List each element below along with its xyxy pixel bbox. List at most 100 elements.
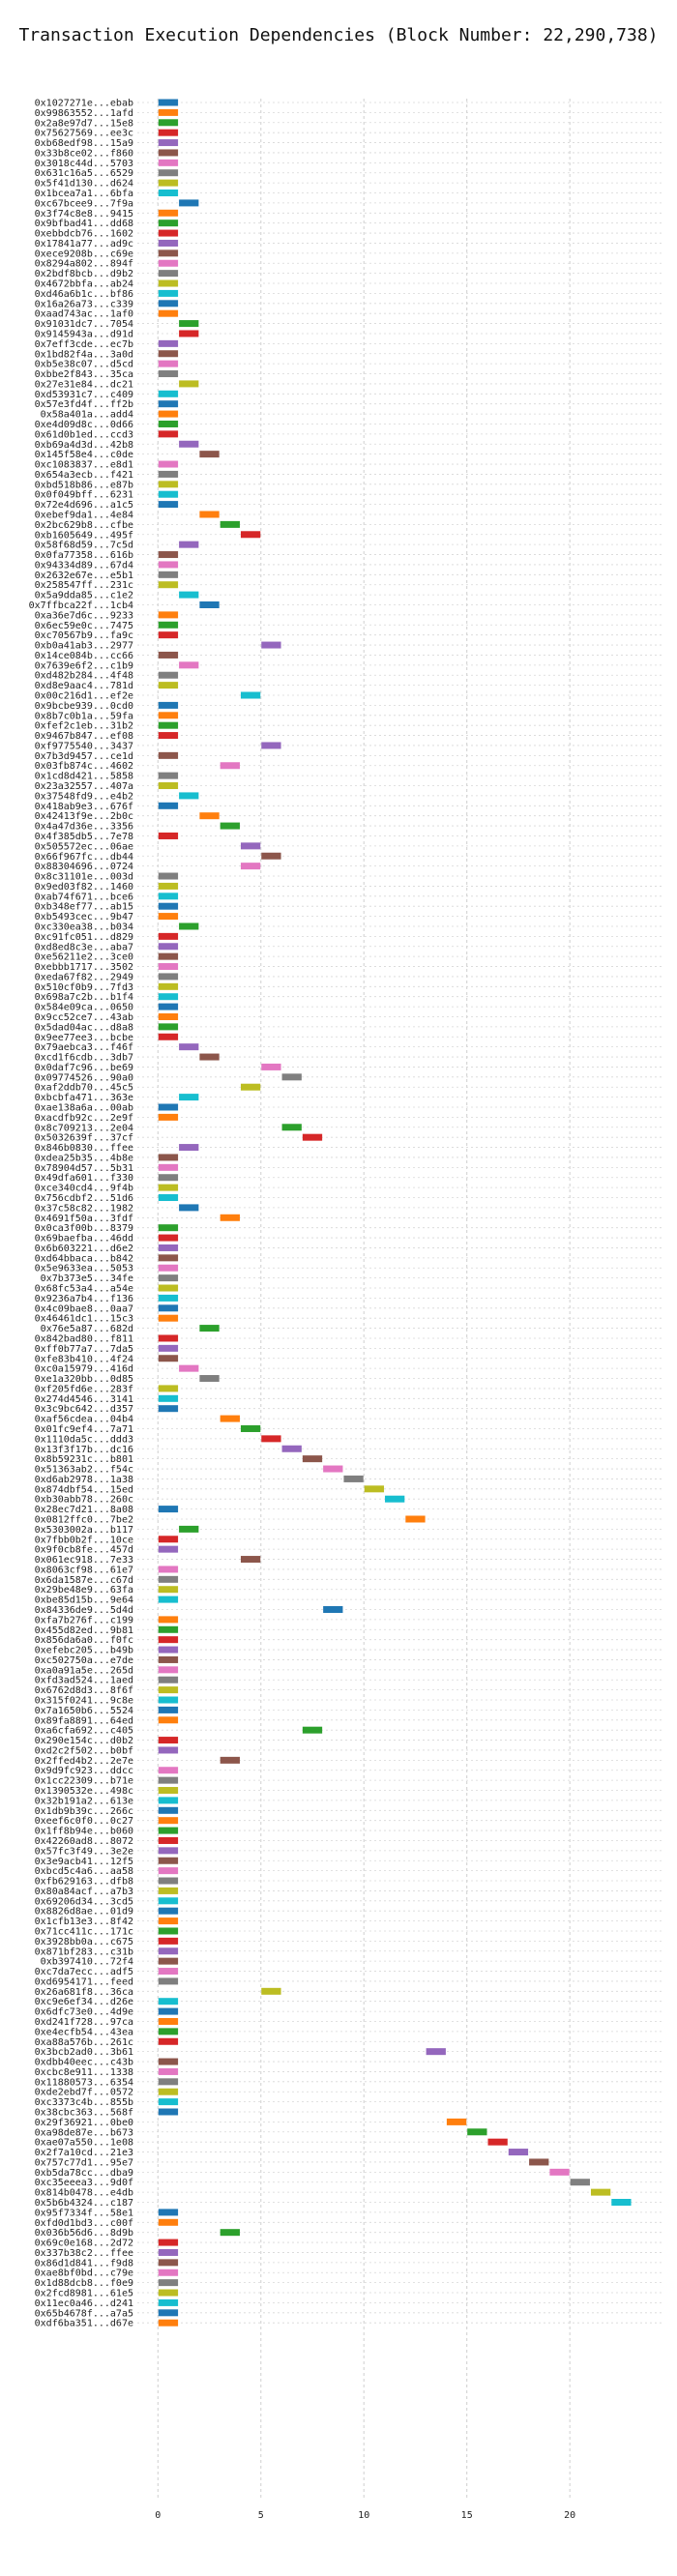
transaction-label: 0x86d1d841...f9d8 bbox=[35, 2258, 133, 2269]
execution-bar bbox=[220, 1214, 240, 1221]
transaction-label: 0x7ffbca22f...1cb4 bbox=[29, 600, 133, 611]
execution-bar bbox=[158, 1867, 179, 1875]
execution-bar bbox=[158, 1776, 179, 1784]
transaction-label: 0x7639e6f2...c1b9 bbox=[35, 660, 133, 671]
execution-bar bbox=[158, 932, 179, 940]
transaction-label: 0x5032639f...37cf bbox=[35, 1133, 133, 1144]
transaction-label: 0x274d4546...3141 bbox=[35, 1394, 133, 1405]
execution-bar bbox=[158, 963, 179, 971]
execution-bar bbox=[158, 1897, 179, 1905]
transaction-label: 0xbcd5c4a6...aa58 bbox=[35, 1866, 133, 1877]
execution-bar bbox=[158, 1194, 179, 1202]
execution-bar bbox=[158, 982, 179, 990]
transaction-label: 0xe1a320bb...0d85 bbox=[35, 1374, 133, 1385]
transaction-label: 0xe4d09d8c...0d66 bbox=[35, 420, 133, 430]
transaction-label: 0xd64bbaca...b842 bbox=[35, 1253, 133, 1264]
execution-bar bbox=[158, 551, 179, 559]
execution-bar bbox=[158, 229, 179, 237]
transaction-label: 0xb68edf98...15a9 bbox=[35, 138, 133, 149]
execution-bar bbox=[158, 1957, 179, 1965]
transaction-label: 0xbd518b86...e87b bbox=[35, 480, 133, 490]
execution-bar bbox=[158, 99, 179, 106]
execution-bar bbox=[158, 1385, 179, 1392]
transaction-label: 0x1390532e...498c bbox=[35, 1786, 133, 1797]
transaction-label: 0x9236a7b4...f136 bbox=[35, 1294, 133, 1304]
execution-bar bbox=[158, 1998, 179, 2005]
execution-bar bbox=[158, 561, 179, 569]
execution-bar bbox=[158, 220, 179, 227]
transaction-label: 0x29be48e9...63fa bbox=[35, 1585, 133, 1595]
transaction-label: 0x0812ffc0...7be2 bbox=[35, 1514, 133, 1525]
transaction-label: 0x2632e67e...e5b1 bbox=[35, 571, 133, 581]
execution-bar bbox=[158, 2209, 179, 2216]
execution-bar bbox=[158, 2239, 179, 2246]
transaction-label: 0xb397410...72f4 bbox=[41, 1957, 133, 1968]
x-tick-label: 0 bbox=[155, 2510, 161, 2521]
execution-bar bbox=[261, 1987, 281, 1995]
execution-bar bbox=[158, 2028, 179, 2035]
transaction-label: 0x26a681f8...36ca bbox=[35, 1987, 133, 1998]
transaction-label: 0x8063cf98...61e7 bbox=[35, 1565, 133, 1575]
transaction-label: 0xd8e9aac4...781d bbox=[35, 681, 133, 691]
transaction-label: 0x51363ab2...f54c bbox=[35, 1465, 133, 1476]
transaction-label: 0xd46a6b1c...bf86 bbox=[35, 289, 133, 300]
transaction-label: 0xae8bf0bd...c79e bbox=[35, 2269, 133, 2279]
execution-bar bbox=[158, 209, 179, 217]
transaction-label: 0x814b0478...e4db bbox=[35, 2188, 133, 2199]
transaction-label: 0x455d82ed...9b81 bbox=[35, 1625, 133, 1636]
transaction-label: 0x061ec918...7e33 bbox=[35, 1555, 133, 1566]
execution-bar bbox=[158, 108, 179, 116]
execution-bar bbox=[158, 179, 179, 187]
execution-bar bbox=[179, 1364, 199, 1372]
transaction-label: 0xff0b77a7...7da5 bbox=[35, 1344, 133, 1355]
transaction-label: 0xebbdcb76...1602 bbox=[35, 229, 133, 240]
transaction-label: 0x0f049bff...6231 bbox=[35, 490, 133, 501]
execution-bar bbox=[158, 410, 179, 418]
transaction-label: 0x29f36921...0be0 bbox=[35, 2118, 133, 2128]
execution-bar bbox=[158, 1767, 179, 1774]
execution-bar bbox=[158, 872, 179, 880]
execution-bar bbox=[158, 309, 179, 317]
transaction-label: 0xaf56cdea...04b4 bbox=[35, 1415, 133, 1425]
execution-bar bbox=[179, 591, 199, 599]
execution-bar bbox=[158, 2248, 179, 2256]
transaction-label: 0xae138a6a...00ab bbox=[35, 1103, 133, 1114]
execution-bar bbox=[426, 2048, 446, 2056]
transaction-label: 0x9cc52ce7...43ab bbox=[35, 1012, 133, 1023]
execution-bar bbox=[199, 511, 220, 518]
transaction-label: 0x76e5a87...682d bbox=[41, 1324, 133, 1334]
transaction-label: 0xeda67f82...2949 bbox=[35, 972, 133, 982]
execution-bar bbox=[158, 139, 179, 147]
execution-bar bbox=[302, 1455, 323, 1463]
execution-bar bbox=[220, 2229, 240, 2237]
execution-bar bbox=[158, 1003, 179, 1010]
execution-bar bbox=[158, 300, 179, 307]
execution-bar bbox=[158, 1334, 179, 1342]
execution-bar bbox=[158, 1847, 179, 1855]
transaction-label: 0xc1083837...e8d1 bbox=[35, 460, 133, 471]
execution-bar bbox=[158, 1806, 179, 1814]
execution-bar bbox=[158, 1836, 179, 1844]
transaction-label: 0xa36e7d6c...9233 bbox=[35, 610, 133, 621]
transaction-label: 0xaad743ac...1af0 bbox=[35, 309, 133, 320]
execution-bar bbox=[158, 1506, 179, 1513]
execution-bar bbox=[158, 1636, 179, 1644]
execution-bar bbox=[199, 601, 220, 608]
execution-bar bbox=[158, 1696, 179, 1704]
transaction-label: 0x036b56d6...8d9b bbox=[35, 2228, 133, 2239]
transaction-label: 0x7a1650b6...5524 bbox=[35, 1706, 133, 1716]
execution-bar bbox=[199, 451, 220, 458]
transaction-label: 0xebbb1717...3502 bbox=[35, 962, 133, 973]
execution-bar bbox=[158, 2098, 179, 2106]
transaction-label: 0xd6ab2978...1a38 bbox=[35, 1475, 133, 1485]
transaction-label: 0x6da1587e...c67d bbox=[35, 1575, 133, 1586]
execution-bar bbox=[158, 1575, 179, 1583]
execution-bar bbox=[158, 1174, 179, 1182]
transaction-label: 0x13f3f17b...dc16 bbox=[35, 1445, 133, 1455]
transaction-label: 0xacdfb92c...2e9f bbox=[35, 1113, 133, 1124]
transaction-label: 0x0daf7c96...be69 bbox=[35, 1063, 133, 1073]
execution-bar bbox=[446, 2118, 467, 2125]
execution-bar bbox=[158, 190, 179, 197]
execution-bar bbox=[158, 1595, 179, 1603]
